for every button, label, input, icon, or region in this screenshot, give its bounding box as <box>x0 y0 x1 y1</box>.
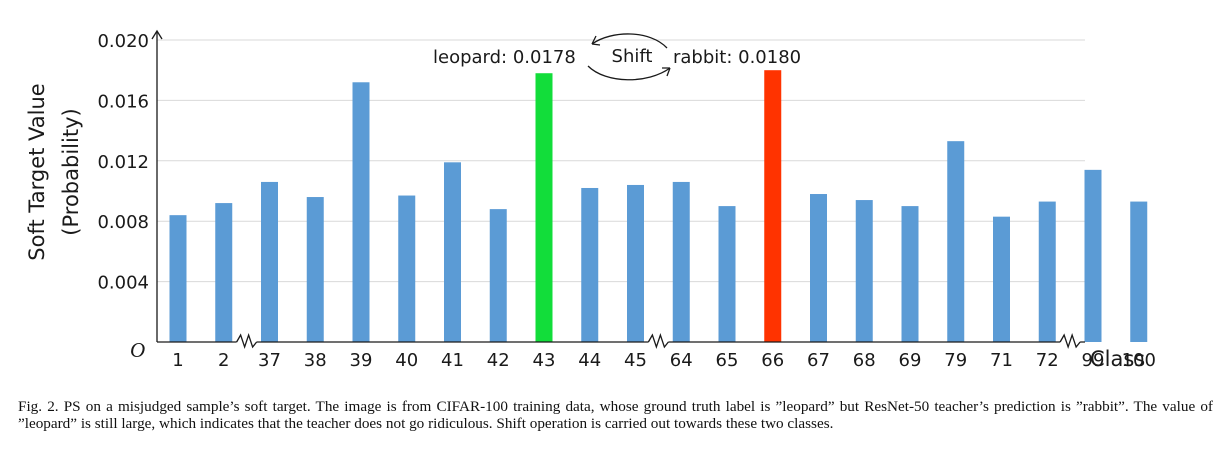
x-tick-label: 37 <box>258 350 281 371</box>
shift-label: Shift <box>612 46 653 67</box>
axis-break <box>236 332 258 350</box>
bar-37 <box>261 181 278 342</box>
bar-65 <box>718 206 736 342</box>
y-axis-label: Soft Target Value <box>25 83 49 260</box>
bar-79 <box>947 141 965 342</box>
x-tick-label: 42 <box>487 350 510 371</box>
origin-label: O <box>130 338 145 362</box>
x-tick-label: 44 <box>578 350 601 371</box>
y-tick-label: 0.016 <box>97 91 149 112</box>
x-tick-label: 72 <box>1036 350 1059 371</box>
shift-arrow-bottom <box>587 65 671 81</box>
axis-break <box>647 332 669 350</box>
bar-38 <box>306 197 324 342</box>
y-tick-label: 0.012 <box>97 152 149 173</box>
shift-annotation: leopard: 0.0178 Shift rabbit: 0.0180 <box>433 33 801 81</box>
bar-40 <box>398 195 416 342</box>
x-tick-label: 2 <box>218 350 229 371</box>
bar-69 <box>901 206 919 342</box>
x-tick-label: 68 <box>853 350 876 371</box>
y-tick-label: 0.020 <box>97 31 149 52</box>
x-tick-label: 43 <box>533 350 556 371</box>
x-tick-label: 65 <box>716 350 739 371</box>
x-tick-label: 40 <box>395 350 418 371</box>
y-tick-labels: 0.004 0.008 0.012 0.016 0.020 <box>97 31 149 294</box>
bar-72 <box>1038 201 1056 342</box>
shift-arrowhead-top <box>591 35 601 46</box>
gridlines <box>157 39 1085 283</box>
bar-99 <box>1084 169 1102 342</box>
bar-chart: 0.004 0.008 0.012 0.016 0.020 1 2 37 38 39 40 41 42… <box>25 29 1156 371</box>
rabbit-annotation: rabbit: 0.0180 <box>673 47 801 68</box>
bar-68 <box>855 200 873 342</box>
bar-71 <box>993 216 1010 342</box>
bar-64 <box>672 181 690 342</box>
y-axis-arrowhead <box>151 29 163 40</box>
x-tick-label: 100 <box>1122 350 1156 371</box>
bars <box>169 70 1148 342</box>
bar-100 <box>1130 201 1148 342</box>
x-tick-label: 1 <box>172 350 183 371</box>
bar-1 <box>169 215 187 342</box>
x-tick-label: 45 <box>624 350 647 371</box>
axes <box>151 29 1085 350</box>
bar-66 <box>764 70 782 342</box>
bar-2 <box>215 203 233 342</box>
y-tick-label: 0.004 <box>97 273 149 294</box>
axis-break <box>1059 332 1081 350</box>
bar-44 <box>581 187 599 342</box>
leopard-annotation: leopard: 0.0178 <box>433 47 576 68</box>
x-tick-label: 38 <box>304 350 327 371</box>
x-tick-labels: 1 2 37 38 39 40 41 42 43 44 45 64 65 66 67 68 69 79 71 72 99… <box>172 350 1156 371</box>
x-axis-label: Class <box>1090 347 1145 371</box>
y-tick-label: 0.008 <box>97 212 149 233</box>
shift-arrow-top <box>591 33 668 49</box>
x-tick-label: 67 <box>807 350 830 371</box>
bar-41 <box>444 162 461 342</box>
x-tick-label: 79 <box>944 350 967 371</box>
bar-43 <box>535 73 553 342</box>
bar-45 <box>627 184 644 342</box>
bar-39 <box>352 82 370 342</box>
figure-caption: Fig. 2. PS on a misjudged sample’s soft … <box>18 398 1213 432</box>
bar-42 <box>489 209 507 342</box>
bar-67 <box>810 194 827 342</box>
y-axis-label-unit: (Probability) <box>59 108 83 235</box>
x-tick-label: 66 <box>761 350 784 371</box>
x-tick-label: 64 <box>670 350 693 371</box>
x-tick-label: 71 <box>990 350 1013 371</box>
x-tick-label: 69 <box>899 350 922 371</box>
shift-arrowhead-bottom <box>662 67 671 77</box>
x-tick-label: 99 <box>1082 350 1105 371</box>
x-tick-label: 41 <box>441 350 464 371</box>
x-tick-label: 39 <box>350 350 373 371</box>
